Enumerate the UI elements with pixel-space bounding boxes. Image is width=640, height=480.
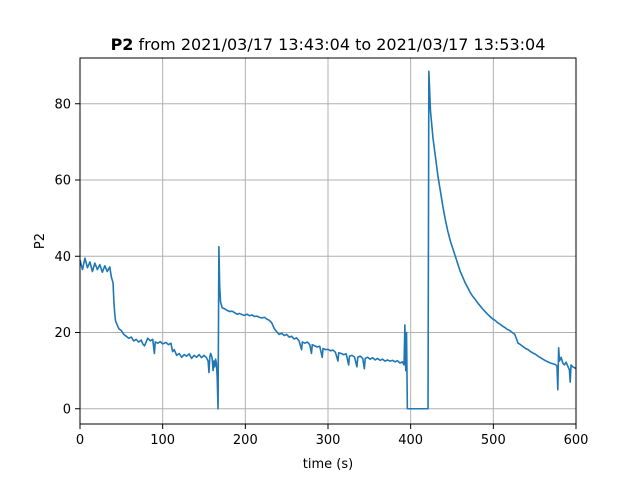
ticks: 0 100 200 300 400 500 600 0 20 40 60 80 — [54, 97, 588, 448]
y-tick-label: 20 — [54, 326, 71, 341]
x-tick-label: 600 — [564, 433, 589, 448]
y-tick-label: 80 — [54, 97, 71, 112]
y-tick-label: 0 — [63, 402, 71, 417]
y-axis-label: P2 — [33, 233, 48, 249]
x-tick-label: 100 — [150, 433, 175, 448]
x-tick-label: 500 — [481, 433, 506, 448]
chart-title-rest: from 2021/03/17 13:43:04 to 2021/03/17 1… — [133, 35, 545, 54]
x-tick-label: 400 — [398, 433, 423, 448]
series-layer — [79, 70, 577, 410]
grid — [79, 58, 577, 424]
chart-title: P2 from 2021/03/17 13:43:04 to 2021/03/1… — [111, 35, 546, 54]
chart-title-bold: P2 — [111, 35, 134, 54]
series-line-p2 — [79, 70, 577, 410]
x-tick-label: 0 — [76, 433, 84, 448]
y-tick-label: 40 — [54, 250, 71, 265]
y-tick-label: 60 — [54, 174, 71, 189]
x-tick-label: 300 — [316, 433, 341, 448]
x-axis-label: time (s) — [303, 457, 353, 472]
x-tick-label: 200 — [233, 433, 258, 448]
